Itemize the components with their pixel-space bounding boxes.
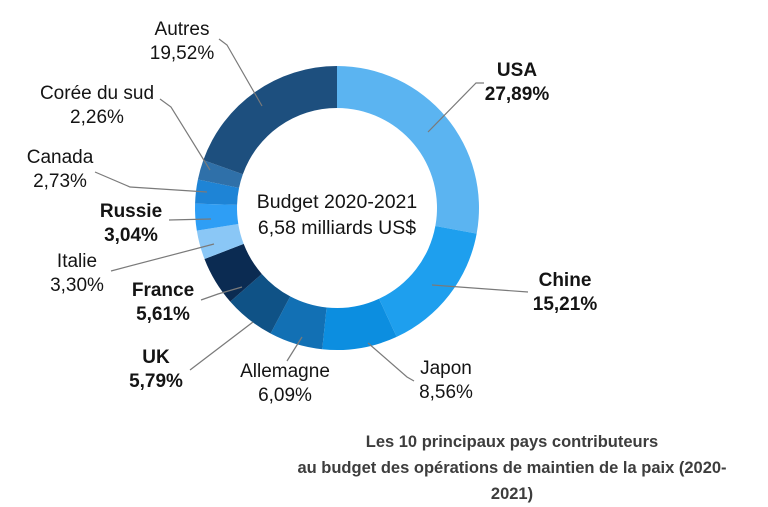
donut-slice-cor-e-du-sud [197,160,243,188]
slice-name: France [131,280,195,301]
slice-name: USA [496,60,538,81]
slice-label-allemagne: Allemagne 6,09% [240,360,330,408]
center-label-line1: Budget 2020-2021 [256,191,418,213]
donut-slice-chine [379,226,477,337]
slice-percent: 19,52% [149,43,215,64]
caption-line1: Les 10 principaux pays contributeurs [365,433,659,451]
slice-label-coree-du-sud: Corée du sud 2,26% [40,82,154,130]
slice-label-canada: Canada 2,73% [27,146,94,194]
slice-name: Russie [99,201,163,222]
slice-percent: 3,04% [104,225,158,246]
slice-name: Canada [26,147,94,168]
slice-label-autres: Autres 19,52% [150,18,214,66]
leader-line-uk [189,321,254,371]
donut-slice-usa [337,66,479,234]
slice-name: Chine [538,270,592,291]
leader-line-coree-du-sud [159,98,211,171]
donut-center-label: Budget 2020-2021 6,58 milliards US$ [257,189,417,241]
slice-name: Italie [56,251,98,272]
donut-chart-svg [94,38,529,382]
donut-chart: Budget 2020-2021 6,58 milliards US$ USA … [27,18,727,503]
slice-name: Japon [420,358,472,379]
slice-label-usa: USA 27,89% [485,59,549,107]
leader-line-chine [431,284,529,293]
donut-slice-uk [230,273,291,334]
slice-label-uk: UK 5,79% [129,346,183,394]
slice-name: Allemagne [240,361,330,382]
slice-label-italie: Italie 3,30% [50,250,104,298]
leader-line-russie [168,218,212,221]
donut-slice-japon [322,298,397,350]
leader-line-allemagne [286,336,303,362]
slice-name: Corée du sud [39,83,155,104]
donut-slice-canada [195,179,240,205]
leader-line-canada [94,171,208,193]
slice-percent: 2,73% [33,171,87,192]
leader-line-italie [110,243,215,272]
slice-percent: 6,09% [258,385,312,406]
donut-slice-russie [195,203,239,231]
slice-percent: 2,26% [70,107,124,128]
leader-line-france [200,286,243,301]
slice-label-france: France 5,61% [132,279,194,327]
leader-line-autres [218,38,263,107]
slice-percent: 8,56% [419,382,473,403]
center-label-line2: 6,58 milliards US$ [257,217,417,239]
caption-line2: au budget des opérations de maintien de … [297,459,727,503]
leader-lines [94,38,529,382]
slice-label-japon: Japon 8,56% [419,357,473,405]
donut-slice-autres [203,65,337,175]
donut-slice-italie [196,223,244,260]
donut-slice-allemagne [270,296,327,350]
slice-label-chine: Chine 15,21% [533,269,597,317]
slice-percent: 5,79% [129,371,183,392]
slice-percent: 15,21% [532,294,598,315]
slice-label-russie: Russie 3,04% [100,200,162,248]
slice-name: UK [142,347,170,368]
slice-percent: 5,61% [136,304,190,325]
leader-line-japon [367,342,415,382]
donut-slice-france [204,243,262,302]
chart-caption: Les 10 principaux pays contributeurs au … [290,429,734,507]
slice-percent: 27,89% [484,84,550,105]
donut-slices [195,65,479,350]
slice-name: Autres [154,19,210,40]
slice-percent: 3,30% [50,275,104,296]
leader-line-usa [427,82,484,133]
